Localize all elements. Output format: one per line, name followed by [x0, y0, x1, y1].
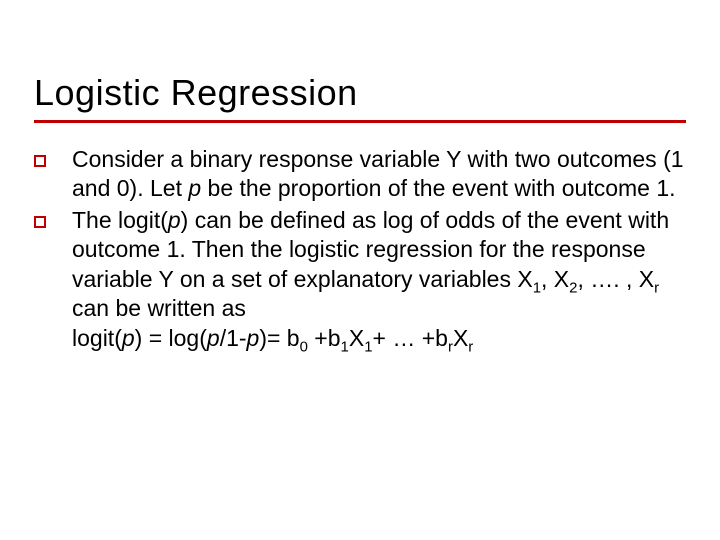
- title-region: Logistic Regression: [0, 0, 720, 123]
- bullet-text: The logit(p) can be defined as log of od…: [72, 206, 686, 353]
- slide: Logistic Regression Consider a binary re…: [0, 0, 720, 540]
- bullet-text: Consider a binary response variable Y wi…: [72, 145, 686, 204]
- bullet-item: The logit(p) can be defined as log of od…: [34, 206, 686, 353]
- slide-title: Logistic Regression: [34, 72, 686, 118]
- body-region: Consider a binary response variable Y wi…: [0, 123, 720, 353]
- square-bullet-icon: [34, 155, 46, 167]
- square-bullet-icon: [34, 216, 46, 228]
- bullet-item: Consider a binary response variable Y wi…: [34, 145, 686, 204]
